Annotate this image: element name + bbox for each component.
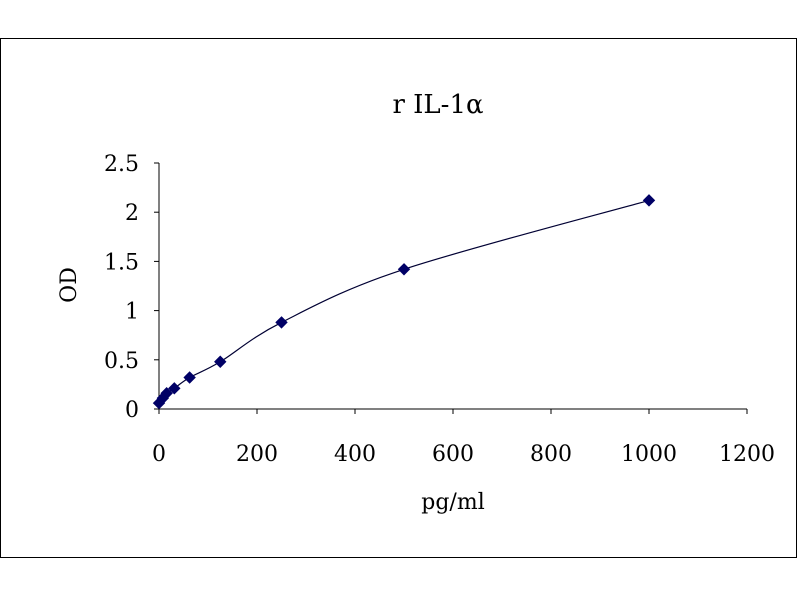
chart-frame: r IL-1α 0 0.5 1 1.5 2 2.5 0 200 400 600 800 1000 120… [0,38,797,558]
x-tick-label: 1200 [719,442,775,467]
y-tick-label: 1.5 [104,250,139,275]
data-point [160,387,173,400]
chart-title: r IL-1α [392,90,483,120]
chart-svg: r IL-1α 0 0.5 1 1.5 2 2.5 0 200 400 600 800 1000 120… [57,90,775,515]
x-tick-label: 200 [236,442,278,467]
y-tick-label: 2 [125,201,139,226]
x-tick-label: 400 [334,442,376,467]
data-point [275,316,288,329]
y-tick-label: 0.5 [104,349,139,374]
x-tick-label: 600 [432,442,474,467]
x-axis-label: pg/ml [421,490,484,515]
y-axis-label: OD [57,267,82,303]
series-line [158,199,650,404]
y-tick-label: 0 [125,398,139,423]
data-point [642,194,656,207]
data-point [168,382,181,395]
data-point [214,355,227,368]
y-tick-label: 1 [125,300,139,325]
plot-area: 0 0.5 1 1.5 2 2.5 0 200 400 600 800 1000 1200 [104,152,775,467]
data-point [397,263,411,276]
x-tick-label: 800 [530,442,572,467]
x-tick-label: 1000 [621,442,677,467]
y-tick-label: 2.5 [104,152,139,177]
x-tick-label: 0 [152,442,166,467]
data-point [183,371,196,384]
